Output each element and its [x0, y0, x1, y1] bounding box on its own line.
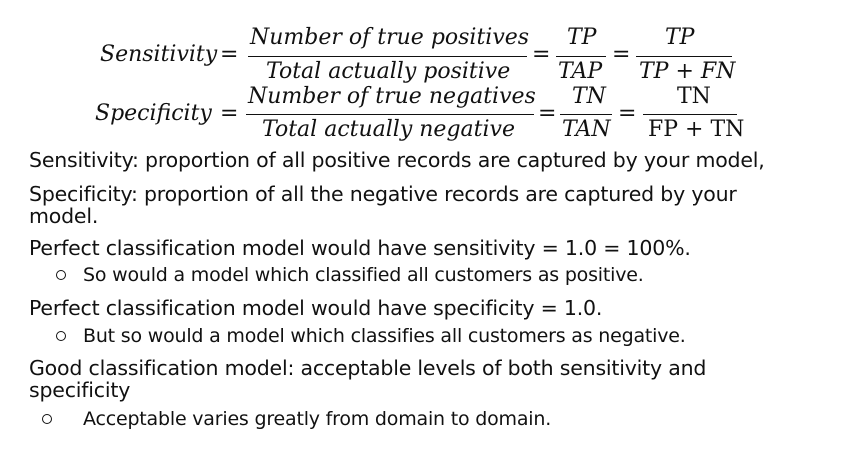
- perfect-specificity-subpoint: But so would a model which classifies al…: [83, 325, 686, 347]
- good-model-line2: specificity: [29, 378, 131, 402]
- perfect-specificity-line: Perfect classification model would have …: [29, 296, 603, 320]
- specificity-definition-line2: model.: [29, 204, 99, 228]
- sensitivity-frac1-numerator: Number of true positives: [250, 25, 530, 50]
- hollow-bullet-icon: [56, 270, 66, 280]
- sensitivity-equals-2: =: [532, 42, 551, 67]
- specificity-frac2-denominator: TAN: [562, 117, 611, 142]
- specificity-definition-line1: Specificity: proportion of all the negat…: [29, 182, 737, 206]
- sensitivity-frac1-denominator: Total actually positive: [266, 59, 511, 84]
- good-model-subpoint: Acceptable varies greatly from domain to…: [83, 408, 552, 430]
- specificity-equals-3: =: [618, 101, 637, 126]
- specificity-frac1-denominator: Total actually negative: [262, 117, 515, 142]
- sensitivity-equals-1: =: [220, 42, 239, 67]
- perfect-sensitivity-line: Perfect classification model would have …: [29, 236, 691, 260]
- specificity-frac2-numerator: TN: [572, 84, 606, 109]
- sensitivity-frac2-numerator: TP: [567, 25, 597, 50]
- sensitivity-frac3-denominator: TP + FN: [639, 59, 736, 84]
- sensitivity-frac1-bar: [248, 56, 527, 58]
- hollow-bullet-icon: [42, 414, 52, 424]
- specificity-lhs: Specificity: [95, 101, 212, 126]
- specificity-equals-1: =: [220, 101, 239, 126]
- specificity-frac3-denominator: FP + TN: [648, 117, 745, 142]
- sensitivity-frac3-bar: [636, 56, 732, 58]
- sensitivity-frac2-bar: [556, 56, 606, 58]
- sensitivity-frac2-denominator: TAP: [558, 59, 603, 84]
- sensitivity-frac3-numerator: TP: [665, 25, 695, 50]
- specificity-equals-2: =: [538, 101, 557, 126]
- specificity-frac1-bar: [246, 114, 534, 116]
- sensitivity-equals-3: =: [612, 42, 631, 67]
- perfect-sensitivity-subpoint: So would a model which classified all cu…: [83, 264, 644, 286]
- sensitivity-lhs: Sensitivity: [100, 42, 218, 67]
- specificity-frac3-numerator: TN: [677, 84, 711, 109]
- specificity-frac3-bar: [643, 114, 737, 116]
- specificity-frac2-bar: [560, 114, 612, 116]
- sensitivity-definition: Sensitivity: proportion of all positive …: [29, 148, 765, 172]
- good-model-line1: Good classification model: acceptable le…: [29, 356, 707, 380]
- specificity-frac1-numerator: Number of true negatives: [248, 84, 536, 109]
- hollow-bullet-icon: [56, 331, 66, 341]
